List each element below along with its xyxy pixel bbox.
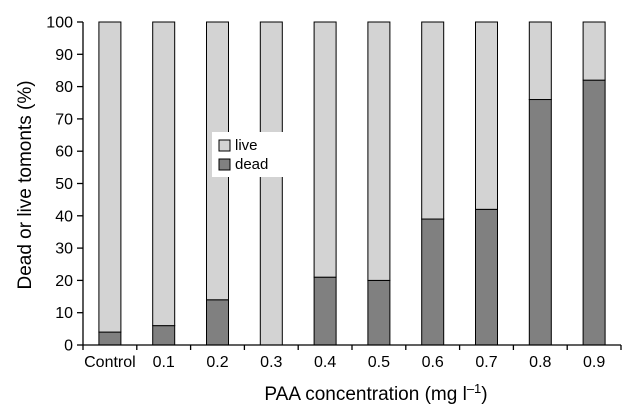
bar-live-9 xyxy=(582,21,606,81)
y-tick-label-60: 60 xyxy=(55,144,73,161)
bar-dead-7 xyxy=(475,208,498,346)
bar-dead-9 xyxy=(582,79,606,346)
bars-layer xyxy=(98,21,606,346)
y-tick-label-10: 10 xyxy=(55,305,73,322)
bar-dead-6 xyxy=(421,218,445,346)
bar-live-7 xyxy=(475,21,498,210)
y-tick-label-30: 30 xyxy=(55,241,73,258)
x-tick-label-5: 0.5 xyxy=(368,354,390,371)
y-tick-label-70: 70 xyxy=(55,111,73,128)
bar-live-8 xyxy=(528,21,552,101)
x-tick-label-4: 0.4 xyxy=(314,354,336,371)
legend: live dead xyxy=(212,132,286,177)
y-tick-label-100: 100 xyxy=(46,15,73,32)
bar-live-1 xyxy=(152,21,176,327)
bar-dead-1 xyxy=(152,325,176,346)
bar-dead-0 xyxy=(98,331,122,346)
x-axis-title-main: PAA concentration (mg l xyxy=(264,384,466,405)
x-tick-label-8: 0.8 xyxy=(529,354,551,371)
x-tick-label-9: 0.9 xyxy=(583,354,605,371)
bar-dead-5 xyxy=(367,279,391,346)
x-tick-label-6: 0.6 xyxy=(422,354,444,371)
bar-dead-2 xyxy=(206,299,229,346)
bar-live-3 xyxy=(259,21,283,346)
bar-dead-8 xyxy=(528,99,552,346)
legend-swatch-dead xyxy=(218,158,231,171)
legend-label-live: live xyxy=(235,137,258,154)
x-tick-label-1: 0.1 xyxy=(153,354,175,371)
x-tick-label-3: 0.3 xyxy=(260,354,282,371)
x-axis-title-end: ) xyxy=(481,384,487,405)
y-tick-label-90: 90 xyxy=(55,47,73,64)
bar-dead-4 xyxy=(313,276,337,346)
y-tick-label-40: 40 xyxy=(55,208,73,225)
x-axis-title-superscript: –1 xyxy=(467,381,481,396)
bar-live-4 xyxy=(313,21,337,278)
y-tick-label-20: 20 xyxy=(55,273,73,290)
y-tick-label-0: 0 xyxy=(64,338,73,355)
bar-live-0 xyxy=(98,21,122,333)
x-tick-label-0: Control xyxy=(84,354,136,371)
y-tick-label-80: 80 xyxy=(55,79,73,96)
legend-swatch-live xyxy=(218,139,231,152)
x-axis-title: PAA concentration (mg l–1) xyxy=(264,381,487,405)
legend-label-dead: dead xyxy=(235,156,268,173)
y-tick-label-50: 50 xyxy=(55,176,73,193)
x-tick-label-2: 0.2 xyxy=(206,354,228,371)
y-axis-title: Dead or live tomonts (%) xyxy=(15,80,36,289)
axes-layer: 0 10 20 30 40 50 60 70 80 90 100 Control 0.1 0.2 0.3 0.… xyxy=(46,15,622,371)
x-tick-label-7: 0.7 xyxy=(475,354,497,371)
bar-live-6 xyxy=(421,21,445,220)
bar-live-5 xyxy=(367,21,391,281)
